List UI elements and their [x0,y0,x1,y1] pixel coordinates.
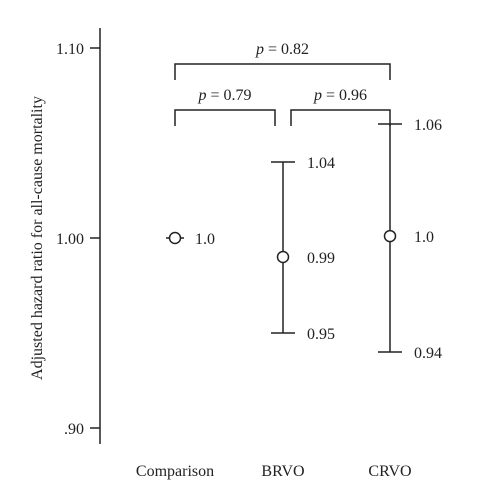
p-value-text: = 0.82 [264,41,309,58]
lower-ci-label: 0.95 [307,326,335,343]
estimate-point [168,231,182,245]
x-tick-label: Comparison [136,463,214,480]
p-value-text: = 0.79 [206,87,251,104]
p-value-label: p = 0.79 [197,87,251,104]
p-value-label: p = 0.82 [255,41,309,58]
estimate-point [276,250,290,264]
p-value-label: p = 0.96 [313,87,367,104]
y-axis-label: Adjusted hazard ratio for all-cause mort… [29,96,46,380]
y-tick-label: 1.10 [56,41,84,58]
p-value-text: = 0.96 [322,87,367,104]
estimate-label: 0.99 [307,250,335,267]
upper-ci-label: 1.04 [307,155,335,172]
y-tick-label: .90 [64,421,84,438]
comparison-bracket [174,109,276,126]
p-symbol: p [255,41,264,58]
estimate-point [383,229,397,243]
comparison-bracket [290,109,391,126]
upper-ci-label: 1.06 [414,117,442,134]
p-symbol: p [313,87,322,104]
estimate-label: 1.0 [414,229,434,246]
estimate-label: 1.0 [195,231,215,248]
comparison-bracket [174,63,391,80]
lower-ci-label: 0.94 [414,345,442,362]
y-tick-label: 1.00 [56,231,84,248]
x-tick-label: BRVO [261,463,304,480]
chart-marks: 1.10 1.00 .90 Comparison BRVO CRVO 1.0 1.04 0.95… [56,41,442,480]
x-tick-label: CRVO [368,463,411,480]
p-symbol: p [197,87,206,104]
